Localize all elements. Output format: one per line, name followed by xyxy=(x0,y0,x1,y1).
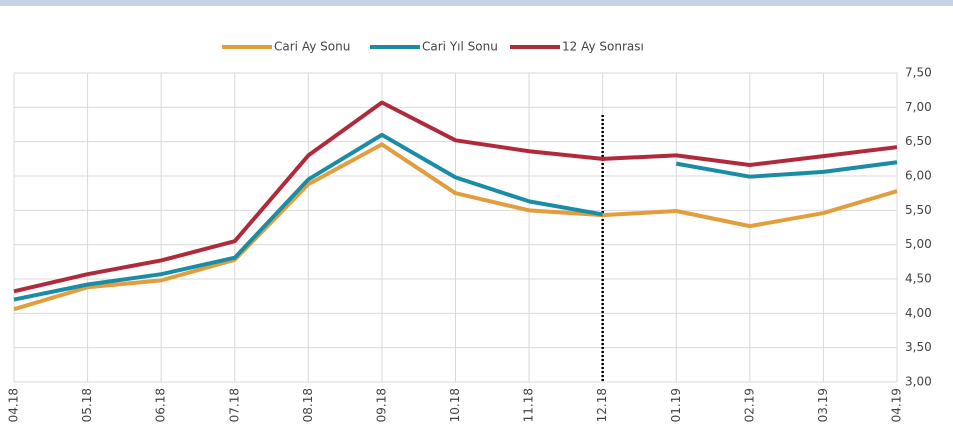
legend-label: Cari Yıl Sonu xyxy=(422,40,498,54)
x-tick-label: 03.19 xyxy=(816,388,830,422)
x-tick-label: 10.18 xyxy=(448,388,462,422)
y-tick-label: 6,50 xyxy=(905,134,932,148)
y-tick-label: 5,00 xyxy=(905,237,932,251)
y-tick-label: 4,00 xyxy=(905,306,932,320)
x-tick-label: 06.18 xyxy=(154,388,168,422)
line-series xyxy=(13,142,898,312)
x-tick-label: 11.18 xyxy=(522,388,536,422)
y-tick-label: 7,50 xyxy=(905,66,932,80)
x-tick-label: 05.18 xyxy=(80,388,94,422)
x-tick-label: 04.18 xyxy=(7,388,21,422)
y-tick-label: 6,00 xyxy=(905,169,932,183)
legend-label: Cari Ay Sonu xyxy=(274,40,350,54)
line-series xyxy=(13,132,898,302)
x-tick-label: 07.18 xyxy=(227,388,241,422)
line-series xyxy=(13,100,898,294)
y-tick-label: 4,50 xyxy=(905,272,932,286)
x-tick-label: 02.19 xyxy=(742,388,756,422)
legend-label: 12 Ay Sonrası xyxy=(562,40,644,54)
x-tick-label: 08.18 xyxy=(301,388,315,422)
y-tick-label: 5,50 xyxy=(905,203,932,217)
x-tick-label: 01.19 xyxy=(669,388,683,422)
y-tick-label: 3,50 xyxy=(905,340,932,354)
y-tick-label: 7,00 xyxy=(905,100,932,114)
x-tick-label: 04.19 xyxy=(890,388,904,422)
y-tick-label: 3,00 xyxy=(905,375,932,389)
x-tick-label: 09.18 xyxy=(374,388,388,422)
header-band xyxy=(0,0,953,6)
x-tick-label: 12.18 xyxy=(595,388,609,422)
